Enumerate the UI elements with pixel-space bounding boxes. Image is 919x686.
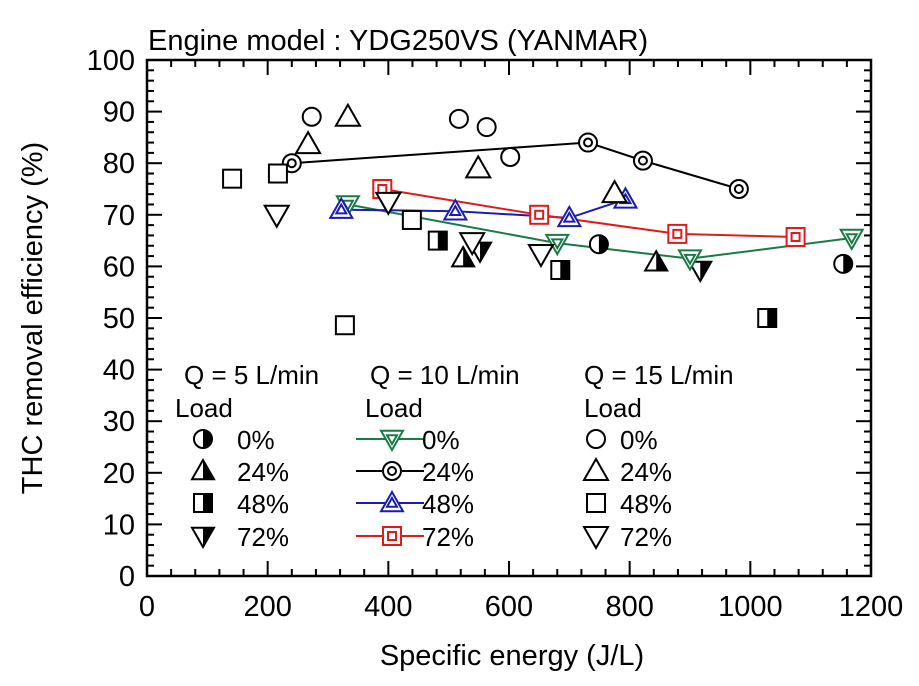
legend-marker xyxy=(190,457,216,481)
y-tick-label: 80 xyxy=(103,148,135,180)
data-point xyxy=(578,132,599,153)
data-point xyxy=(374,191,403,216)
data-point xyxy=(728,179,749,199)
legend-header-q15: Q = 15 L/min xyxy=(584,360,734,390)
data-point xyxy=(677,249,703,272)
data-point xyxy=(442,198,469,221)
legend-marker xyxy=(582,456,610,481)
legend-label: 0% xyxy=(620,425,658,455)
x-tick-label: 200 xyxy=(243,591,291,623)
legend-marker xyxy=(582,526,610,551)
legend: Q = 5 L/min Q = 10 L/min Q = 15 L/min Lo… xyxy=(175,360,734,552)
legend-marker xyxy=(382,526,402,546)
data-point xyxy=(334,102,362,127)
legend-marker xyxy=(382,461,402,481)
legend-label: 72% xyxy=(422,522,474,552)
x-axis-label: Specific energy (J/L) xyxy=(380,640,644,672)
legend-label: 48% xyxy=(422,489,474,519)
y-tick-label: 70 xyxy=(103,200,135,232)
y-tick-label: 100 xyxy=(87,45,135,77)
data-point xyxy=(328,196,354,219)
series-line xyxy=(341,198,626,219)
y-tick-label: 50 xyxy=(103,303,135,335)
data-point xyxy=(550,260,571,281)
legend-label: 48% xyxy=(237,489,289,519)
y-axis-label: THC removal efficiency (%) xyxy=(17,142,49,494)
data-point xyxy=(500,147,521,168)
legend-marker xyxy=(379,489,405,513)
data-point xyxy=(643,249,669,272)
data-point xyxy=(476,117,497,138)
legend-header-q5: Q = 5 L/min xyxy=(184,360,319,390)
data-point xyxy=(267,163,288,184)
legend-marker xyxy=(586,429,606,449)
legend-marker xyxy=(586,493,606,513)
data-point xyxy=(262,204,291,229)
y-tick-label: 30 xyxy=(103,406,135,438)
x-tick-label: 400 xyxy=(364,591,412,623)
data-point xyxy=(632,150,653,171)
series-line xyxy=(382,188,796,238)
data-point xyxy=(334,315,355,336)
series-lines xyxy=(291,141,852,260)
data-point xyxy=(222,168,243,189)
series-line xyxy=(291,141,740,190)
legend-header-q10: Q = 10 L/min xyxy=(370,360,520,390)
data-point xyxy=(448,108,469,129)
y-tick-label: 40 xyxy=(103,355,135,387)
data-point xyxy=(785,226,806,247)
y-tick-label: 90 xyxy=(103,97,135,129)
legend-label: 24% xyxy=(237,457,289,487)
data-point xyxy=(833,253,854,274)
legend-load-q10: Load xyxy=(365,393,423,423)
x-tick-labels: 0 200 400 600 800 1000 1200 xyxy=(139,591,903,623)
legend-label: 24% xyxy=(422,457,474,487)
x-tick-label: 1200 xyxy=(839,591,904,623)
data-point xyxy=(687,260,713,284)
data-point xyxy=(294,130,322,155)
data-point xyxy=(527,244,555,269)
y-tick-label: 60 xyxy=(103,251,135,283)
data-point xyxy=(556,204,583,228)
data-point xyxy=(588,234,609,255)
y-tick-label: 20 xyxy=(103,458,135,490)
y-tick-label: 10 xyxy=(103,509,135,541)
y-tick-labels: 0 10 20 30 40 50 60 70 80 90 100 xyxy=(87,45,135,593)
data-point xyxy=(529,204,550,225)
axis-ticks xyxy=(146,59,872,577)
data-point xyxy=(464,154,492,179)
data-markers xyxy=(222,102,865,336)
data-point xyxy=(667,223,688,244)
data-point xyxy=(838,228,865,252)
legend-marker xyxy=(193,429,213,449)
y-tick-label: 0 xyxy=(119,561,135,593)
legend-label: 72% xyxy=(237,522,289,552)
data-point xyxy=(427,230,448,251)
legend-label: 48% xyxy=(620,489,672,519)
legend-load-q5: Load xyxy=(175,393,233,423)
legend-label: 72% xyxy=(620,522,672,552)
chart-title: Engine model : YDG250VS (YANMAR) xyxy=(148,25,648,57)
series-line xyxy=(347,203,852,260)
data-point xyxy=(401,209,422,230)
legend-label: 24% xyxy=(620,457,672,487)
legend-label: 0% xyxy=(237,425,275,455)
data-point xyxy=(757,308,778,328)
data-point xyxy=(600,179,629,204)
legend-label: 0% xyxy=(422,425,460,455)
data-point xyxy=(458,232,486,257)
legend-marker xyxy=(193,493,213,513)
legend-marker xyxy=(190,526,216,550)
data-point xyxy=(450,245,476,268)
legend-marker xyxy=(379,429,405,453)
data-point xyxy=(301,106,322,127)
x-tick-label: 600 xyxy=(485,591,533,623)
x-tick-label: 800 xyxy=(605,591,653,623)
legend-load-q15: Load xyxy=(584,393,642,423)
x-tick-label: 1000 xyxy=(718,591,783,623)
x-tick-label: 0 xyxy=(139,591,155,623)
